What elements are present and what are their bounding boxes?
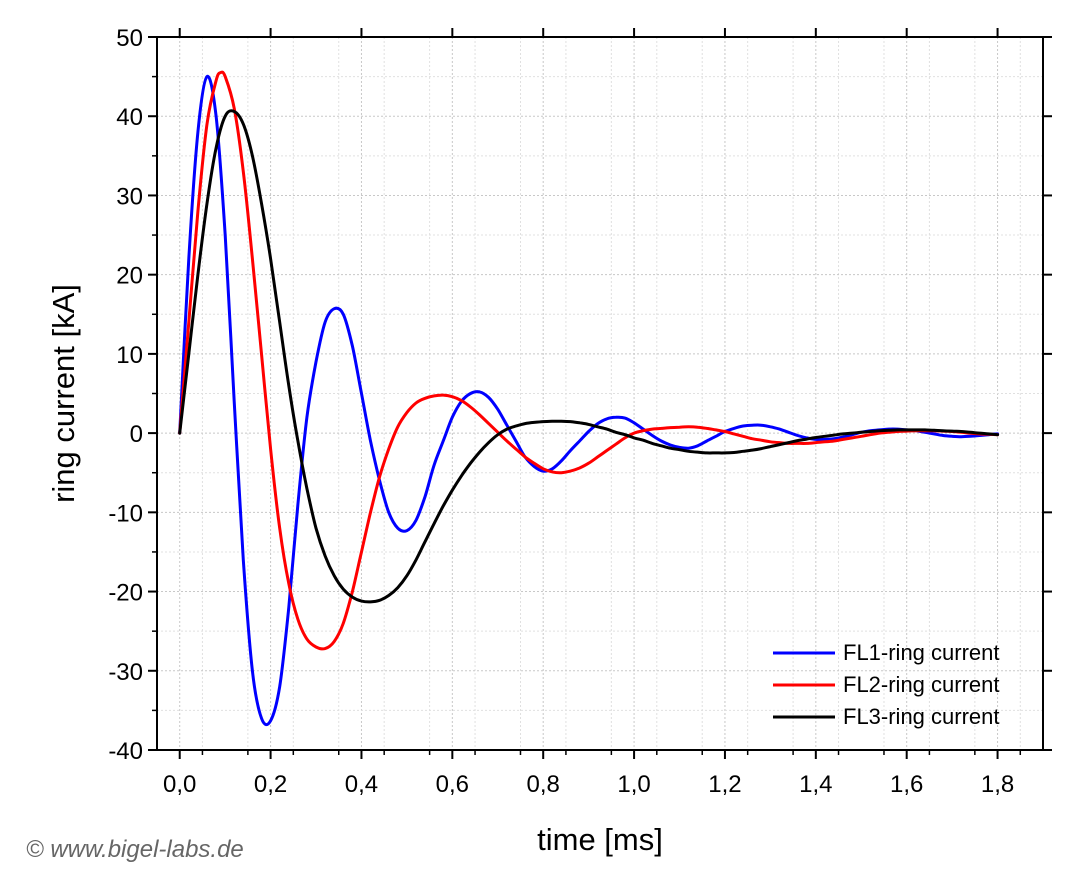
x-tick-label: 0,2 [254, 771, 287, 798]
grid [157, 36, 1043, 751]
legend: FL1-ring current FL2-ring current FL3-ring… [773, 640, 1000, 729]
y-tick-label: -10 [108, 500, 143, 527]
series-line-fl3 [178, 109, 1000, 604]
series-layer [178, 70, 1000, 727]
x-tick-label: 0,8 [527, 771, 560, 798]
x-tick-label: 1,8 [981, 771, 1014, 798]
y-tick-label: 20 [116, 263, 143, 290]
x-tick-labels: 0,0 0,2 0,4 0,6 0,8 1,0 1,2 1,4 1,6 1,8 [163, 771, 1014, 798]
y-tick-label: 30 [116, 183, 143, 210]
y-axis-title: ring current [kA] [46, 284, 81, 503]
x-axis-title: time [ms] [537, 822, 663, 857]
y-tick-labels: -40 -30 -20 -10 0 10 20 30 40 50 [108, 25, 143, 765]
x-tick-label: 1,0 [617, 771, 650, 798]
legend-label-fl1: FL1-ring current [843, 640, 1000, 665]
x-tick-label: 0,0 [163, 771, 196, 798]
x-tick-label: 0,6 [436, 771, 469, 798]
y-tick-label: 0 [130, 421, 143, 448]
x-tick-label: 1,4 [799, 771, 832, 798]
series-line-fl2 [178, 70, 1000, 651]
legend-label-fl2: FL2-ring current [843, 672, 1000, 697]
y-tick-label: 40 [116, 104, 143, 131]
y-tick-label: -40 [108, 738, 143, 765]
axes [148, 28, 1052, 759]
x-tick-label: 1,6 [890, 771, 923, 798]
y-tick-label: -20 [108, 580, 143, 607]
x-tick-label: 0,4 [345, 771, 378, 798]
y-tick-label: -30 [108, 659, 143, 686]
y-tick-label: 10 [116, 342, 143, 369]
legend-label-fl3: FL3-ring current [843, 704, 1000, 729]
x-tick-label: 1,2 [708, 771, 741, 798]
y-tick-label: 50 [116, 25, 143, 52]
copyright-text: © www.bigel-labs.de [26, 836, 244, 863]
